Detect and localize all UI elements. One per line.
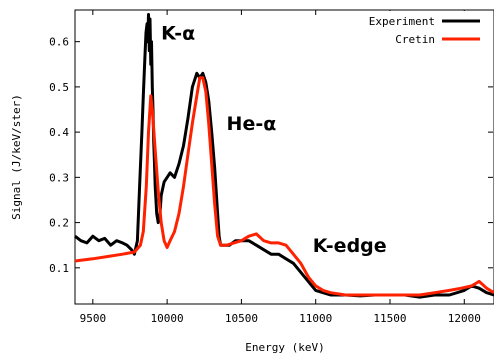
- legend-label-cretin: Cretin: [395, 33, 435, 46]
- y-tick-label: 0.2: [49, 217, 69, 230]
- series-line-experiment: [74, 13, 494, 299]
- y-tick-label: 0.6: [49, 36, 69, 49]
- y-tick-label: 0.3: [49, 171, 69, 184]
- annotation-label: K-edge: [313, 235, 387, 257]
- x-tick-label: 11000: [299, 312, 332, 325]
- legend: Experiment Cretin: [318, 11, 493, 47]
- annotation-label: He-α: [227, 113, 277, 135]
- x-axis-title: Energy (keV): [245, 341, 324, 354]
- annotation-label: K-α: [161, 22, 195, 44]
- plot-frame: [74, 9, 494, 305]
- x-tick-label: 10000: [151, 312, 184, 325]
- x-tick-label: 11500: [373, 312, 406, 325]
- legend-background: [318, 11, 493, 47]
- x-tick-label: 12000: [448, 312, 481, 325]
- axis-ticks: 9500 10000 10500 11000 11500 12000 0.1 0.2 0.3 0.…: [49, 10, 493, 325]
- y-tick-label: 0.4: [49, 126, 69, 139]
- peak-annotations: K-α He-α K-edge: [161, 22, 386, 257]
- x-tick-label: 10500: [225, 312, 258, 325]
- y-tick-label: 0.5: [49, 81, 69, 94]
- y-axis-title: Signal (J/keV/ster): [10, 94, 23, 220]
- x-tick-label: 9500: [80, 312, 107, 325]
- legend-label-experiment: Experiment: [369, 15, 435, 28]
- plot-series: [74, 13, 494, 299]
- y-tick-label: 0.1: [49, 262, 69, 275]
- series-line-cretin: [74, 76, 494, 297]
